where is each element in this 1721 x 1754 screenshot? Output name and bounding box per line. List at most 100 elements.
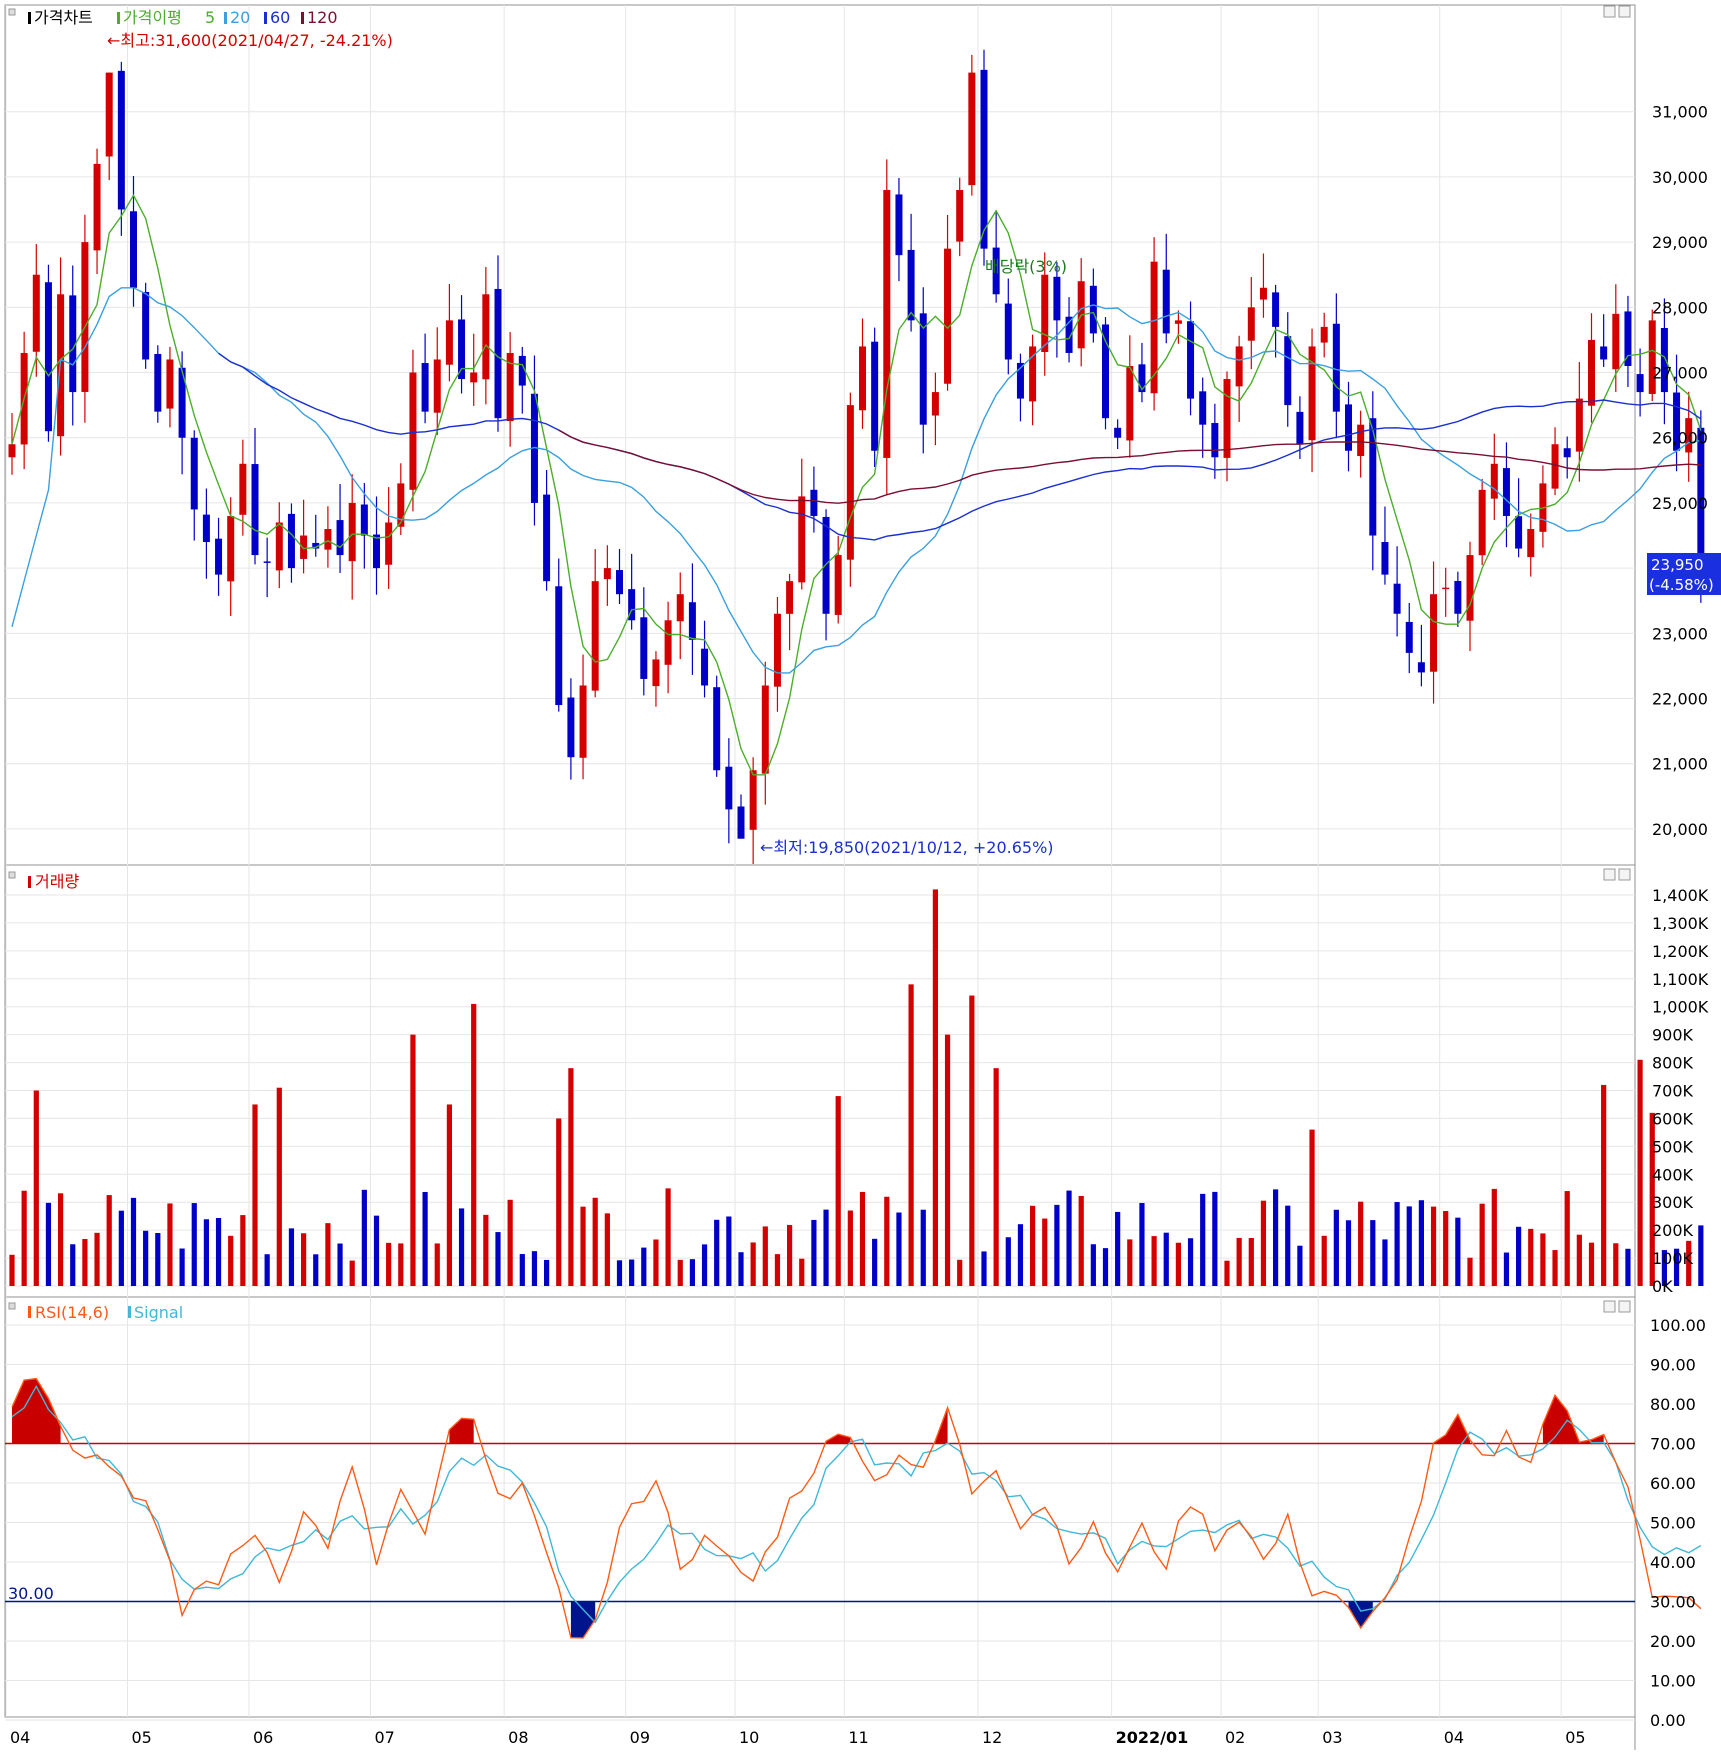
price-y-tick-label: 21,000 bbox=[1652, 755, 1708, 774]
volume-panel-buttons[interactable] bbox=[1603, 868, 1631, 881]
volume-bar bbox=[1248, 1238, 1254, 1286]
candle-body bbox=[336, 520, 344, 556]
volume-bar bbox=[9, 1254, 15, 1286]
volume-bar bbox=[1066, 1190, 1072, 1286]
volume-bar bbox=[969, 995, 975, 1286]
candle-body bbox=[239, 463, 247, 515]
volume-bar bbox=[70, 1244, 76, 1286]
minimize-icon[interactable] bbox=[1603, 868, 1616, 881]
candle-body bbox=[142, 291, 150, 360]
volume-bar bbox=[1588, 1242, 1595, 1286]
volume-y-tick-label: 0K bbox=[1652, 1277, 1673, 1296]
volume-y-tick-label: 200K bbox=[1652, 1221, 1694, 1240]
x-month-label: 12 bbox=[982, 1728, 1002, 1747]
close-icon[interactable] bbox=[1618, 5, 1631, 18]
volume-bar bbox=[325, 1223, 331, 1286]
volume-y-tick-label: 1,100K bbox=[1652, 970, 1709, 989]
candle-body bbox=[737, 806, 745, 839]
dividend-annotation: 배당락(3%) bbox=[985, 257, 1067, 276]
candle-body bbox=[1673, 392, 1681, 451]
candle-body bbox=[1345, 404, 1352, 451]
volume-bar bbox=[483, 1214, 489, 1286]
volume-bar bbox=[1625, 1248, 1631, 1286]
volume-y-tick-label: 300K bbox=[1652, 1193, 1694, 1212]
candle-body bbox=[312, 542, 320, 549]
close-icon[interactable] bbox=[1618, 1300, 1631, 1313]
volume-y-tick-label: 100K bbox=[1652, 1249, 1694, 1268]
candle-body bbox=[1259, 287, 1267, 300]
volume-bar bbox=[410, 1034, 416, 1286]
price-y-tick-label: 26,000 bbox=[1652, 429, 1708, 448]
rsi-overbought-fill bbox=[1542, 1395, 1604, 1444]
rsi-oversold-fill bbox=[1348, 1601, 1373, 1628]
candle-body bbox=[956, 189, 964, 242]
x-month-label: 11 bbox=[848, 1728, 868, 1747]
rsi-y-tick-label: 50.00 bbox=[1650, 1514, 1696, 1533]
volume-bar bbox=[1042, 1218, 1048, 1286]
volume-bar bbox=[1601, 1084, 1607, 1286]
price-y-tick-label: 20,000 bbox=[1652, 820, 1708, 839]
volume-bar bbox=[203, 1219, 209, 1286]
rsi-legend-signal: Signal bbox=[134, 1303, 183, 1322]
volume-legend-title: 거래량 bbox=[35, 872, 79, 891]
volume-bar bbox=[1345, 1220, 1352, 1286]
volume-bar bbox=[1443, 1211, 1449, 1286]
candle-body bbox=[1430, 594, 1438, 672]
candle-body bbox=[1235, 346, 1243, 387]
candle-body bbox=[1162, 269, 1170, 334]
volume-bar bbox=[762, 1226, 768, 1286]
price-y-tick-label: 27,000 bbox=[1652, 364, 1708, 383]
candle-body bbox=[287, 513, 295, 569]
rsi-panel-buttons[interactable] bbox=[1603, 1300, 1631, 1313]
low-annotation: ←최저:19,850(2021/10/12, +20.65%) bbox=[760, 838, 1054, 857]
candle-body bbox=[1272, 292, 1280, 327]
volume-bar bbox=[313, 1254, 319, 1286]
candle-body bbox=[1490, 463, 1498, 499]
volume-bar bbox=[446, 1104, 452, 1286]
volume-bar bbox=[641, 1247, 647, 1286]
volume-bar bbox=[337, 1243, 343, 1286]
x-month-label: 05 bbox=[1565, 1728, 1585, 1747]
volume-bar bbox=[45, 1202, 52, 1286]
candle-body bbox=[688, 602, 696, 640]
volume-bar bbox=[714, 1219, 720, 1286]
candle-body bbox=[69, 295, 77, 393]
minimize-icon[interactable] bbox=[1603, 5, 1616, 18]
price-legend-ma60: 60 bbox=[270, 8, 290, 27]
candle-body bbox=[676, 594, 684, 622]
volume-bar bbox=[774, 1254, 781, 1286]
volume-bar bbox=[811, 1219, 817, 1286]
close-icon[interactable] bbox=[1618, 868, 1631, 881]
candle-body bbox=[1685, 418, 1693, 453]
candle-body bbox=[397, 483, 405, 527]
rsi-y-tick-label: 40.00 bbox=[1650, 1553, 1696, 1572]
candle-body bbox=[786, 581, 794, 614]
candle-body bbox=[1648, 320, 1656, 394]
volume-bar bbox=[1224, 1260, 1230, 1286]
volume-y-tick-label: 800K bbox=[1652, 1054, 1694, 1073]
candle-body bbox=[458, 319, 466, 380]
x-month-label: 04 bbox=[10, 1728, 30, 1747]
candle-body bbox=[810, 489, 818, 516]
candle-body bbox=[749, 770, 757, 830]
volume-bar bbox=[1637, 1059, 1643, 1286]
volume-bar bbox=[787, 1224, 793, 1286]
volume-bar bbox=[1236, 1237, 1242, 1286]
candle-body bbox=[944, 248, 952, 384]
candle-body bbox=[1454, 580, 1462, 614]
volume-bar bbox=[629, 1259, 635, 1286]
candle-body bbox=[1174, 320, 1182, 324]
volume-bar bbox=[653, 1239, 659, 1286]
candle-body bbox=[275, 522, 283, 571]
candle-body bbox=[215, 538, 223, 575]
candle-body bbox=[640, 617, 648, 679]
x-month-label: 09 bbox=[630, 1728, 650, 1747]
volume-bar bbox=[58, 1193, 64, 1286]
minimize-icon[interactable] bbox=[1603, 1300, 1616, 1313]
volume-bar bbox=[1503, 1252, 1510, 1286]
moving-average-lines bbox=[11, 193, 1702, 776]
candle-body bbox=[445, 320, 453, 365]
price-panel-buttons[interactable] bbox=[1603, 5, 1631, 18]
candle-body bbox=[992, 247, 1000, 295]
